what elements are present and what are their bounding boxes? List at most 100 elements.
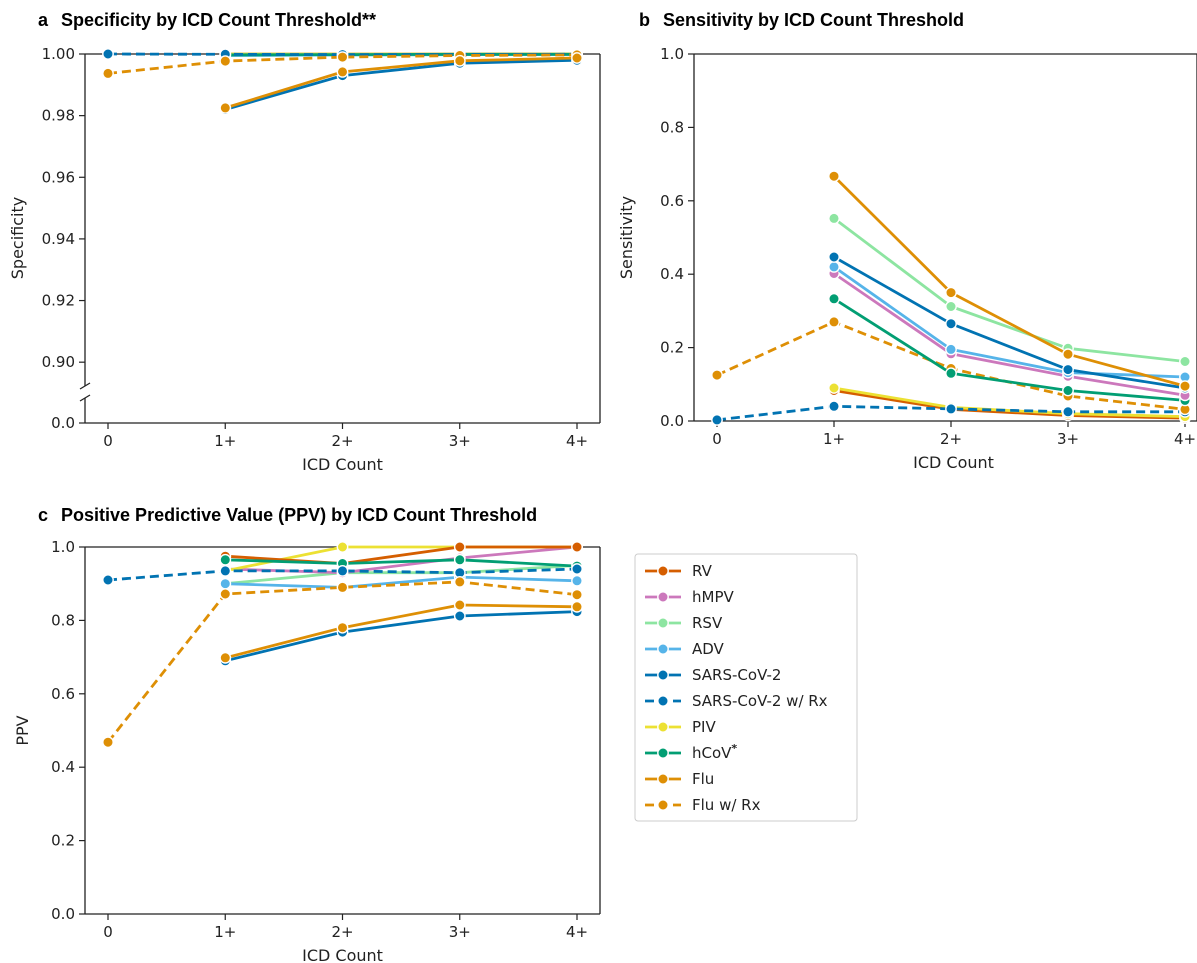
data-point-flu <box>1062 348 1074 361</box>
data-point-flu <box>828 170 840 183</box>
data-point-rsv <box>828 212 840 225</box>
data-point-hcov <box>828 292 840 305</box>
legend-item-sars-cov-2-w-rx: SARS-CoV-2 w/ Rx <box>645 692 828 710</box>
legend-marker <box>657 695 669 707</box>
panel-b-x-tick-label: 0 <box>712 430 722 448</box>
legend-marker <box>657 773 669 785</box>
series-line-rsv <box>833 217 1186 363</box>
series-flu-w-rx <box>711 315 1191 416</box>
legend-label: Flu <box>692 770 714 788</box>
panel-b-y-tick-label: 1.0 <box>660 45 684 63</box>
data-point-flu <box>453 54 466 67</box>
legend-item-adv: ADV <box>645 640 725 658</box>
data-point-flu-w-rx <box>219 55 232 67</box>
panel-b-y-tick-label: 0.6 <box>660 192 684 210</box>
legend-box <box>634 553 858 822</box>
legend-marker <box>657 799 669 811</box>
legend-label: ADV <box>692 640 725 658</box>
legend-label: SARS-CoV-2 w/ Rx <box>692 692 828 710</box>
series-line-rv <box>225 545 577 565</box>
data-point-sars-cov-2 <box>1062 363 1074 376</box>
series-line-sars-cov-2 <box>224 610 578 663</box>
panel-b-x-tick-label: 3+ <box>1057 430 1079 448</box>
data-point-flu-w-rx <box>336 51 349 63</box>
legend-item-rv: RV <box>645 562 713 580</box>
data-point-hcov <box>219 553 232 566</box>
data-point-adv <box>945 343 957 356</box>
panel-a-title: a Specificity by ICD Count Threshold** <box>38 10 376 30</box>
legend-label: hMPV <box>692 588 734 606</box>
series-flu <box>219 599 583 664</box>
legend-marker <box>657 669 669 681</box>
panel-a-x-tick-label: 3+ <box>449 432 471 450</box>
data-point-flu <box>571 600 583 613</box>
specificity-chart: 0.0 0.90 0.92 0.94 0.96 0.98 1.00 0 1+ 2+ 3+ 4+ ICD … <box>8 45 601 474</box>
series-line-hcov <box>833 297 1186 402</box>
legend-item-flu-w-rx: Flu w/ Rx <box>645 796 761 814</box>
series-sars-cov-2-w-rx <box>711 400 1191 426</box>
panel-b-y-tick-label: 0.2 <box>660 339 684 357</box>
legend-label: Flu w/ Rx <box>692 796 761 814</box>
series-flu-w-rx <box>102 576 583 749</box>
data-point-adv <box>219 577 232 590</box>
legend-label: SARS-CoV-2 <box>692 666 781 684</box>
series-line-flu <box>224 603 578 660</box>
panel-c-x-tick-label: 2+ <box>331 923 353 941</box>
data-point-sars-cov-2 <box>945 317 957 330</box>
panel-c-title: c Positive Predictive Value (PPV) by ICD… <box>38 505 537 525</box>
legend-item-rsv: RSV <box>645 614 723 632</box>
data-point-flu-w-rx <box>828 315 840 328</box>
panel-b-x-tick-label: 4+ <box>1174 430 1196 448</box>
data-point-flu-w-rx <box>102 67 114 80</box>
data-point-hcov <box>453 553 466 566</box>
panel-c-y-tick-label: 0.0 <box>51 905 75 923</box>
data-point-hcov <box>945 367 957 380</box>
data-point-flu-w-rx <box>219 588 232 600</box>
legend-item-piv: PIV <box>645 718 716 736</box>
data-point-flu-w-rx <box>102 736 114 749</box>
series-line-sars-cov-2-w-rx <box>107 567 578 582</box>
series-line-hmpv <box>833 272 1186 397</box>
series-line-flu <box>224 56 578 110</box>
data-point-rsv <box>945 300 957 313</box>
series-rsv <box>828 212 1191 368</box>
data-point-adv <box>828 260 840 273</box>
panel-b-x-tick-label: 2+ <box>940 430 962 448</box>
panel-b-title: b Sensitivity by ICD Count Threshold <box>639 10 964 30</box>
data-point-flu-w-rx <box>711 369 723 381</box>
panel-a-axis-break-mark <box>79 394 91 402</box>
panel-c-y-tick-label: 0.6 <box>51 685 75 703</box>
legend-item-hmpv: hMPV <box>645 588 734 606</box>
series-line-sars-cov-2 <box>224 58 578 111</box>
panel-a-y-tick-label: 0.94 <box>42 230 75 248</box>
panel-c-y-tick-label: 1.0 <box>51 538 75 556</box>
legend-label: PIV <box>692 718 716 736</box>
data-point-flu <box>336 66 349 78</box>
series-line-sars-cov-2-w-rx <box>716 404 1185 422</box>
legend-marker <box>657 721 669 733</box>
sensitivity-chart: 0.0 0.2 0.4 0.6 0.8 1.0 0 1+ 2+ 3+ 4+ ICD Count Sens… <box>617 45 1197 472</box>
panel-a-y-tick-label: 0.90 <box>42 353 75 371</box>
legend-label: hCoV* <box>692 742 737 762</box>
panel-a-y-tick-label: 1.00 <box>42 45 75 63</box>
panel-a-axis-break-mark <box>79 382 91 390</box>
panel-b-x-tick-label: 1+ <box>823 430 845 448</box>
panel-a-title-text: Specificity by ICD Count Threshold** <box>61 10 376 30</box>
legend-item-flu: Flu <box>645 770 714 788</box>
panel-a-x-axis-label: ICD Count <box>302 455 383 474</box>
panel-c-y-tick-label: 0.8 <box>51 611 75 629</box>
panel-a-letter: a <box>38 10 49 30</box>
series-flu <box>219 52 583 114</box>
series-line-rsv <box>225 564 578 586</box>
data-point-flu <box>945 286 957 299</box>
panel-a-y-tick-label: 0.98 <box>42 107 75 125</box>
data-point-sars-cov-2-w-rx <box>945 402 957 415</box>
series-line-flu-w-rx <box>107 53 578 75</box>
series-line-flu-w-rx <box>106 580 578 744</box>
legend-marker <box>657 643 669 655</box>
panel-a-y-tick-label: 0.96 <box>42 168 75 186</box>
data-point-sars-cov-2-w-rx <box>828 400 840 413</box>
panel-c-y-tick-label: 0.2 <box>51 832 75 850</box>
legend-marker <box>657 747 669 759</box>
panel-c-x-axis-label: ICD Count <box>302 946 383 963</box>
